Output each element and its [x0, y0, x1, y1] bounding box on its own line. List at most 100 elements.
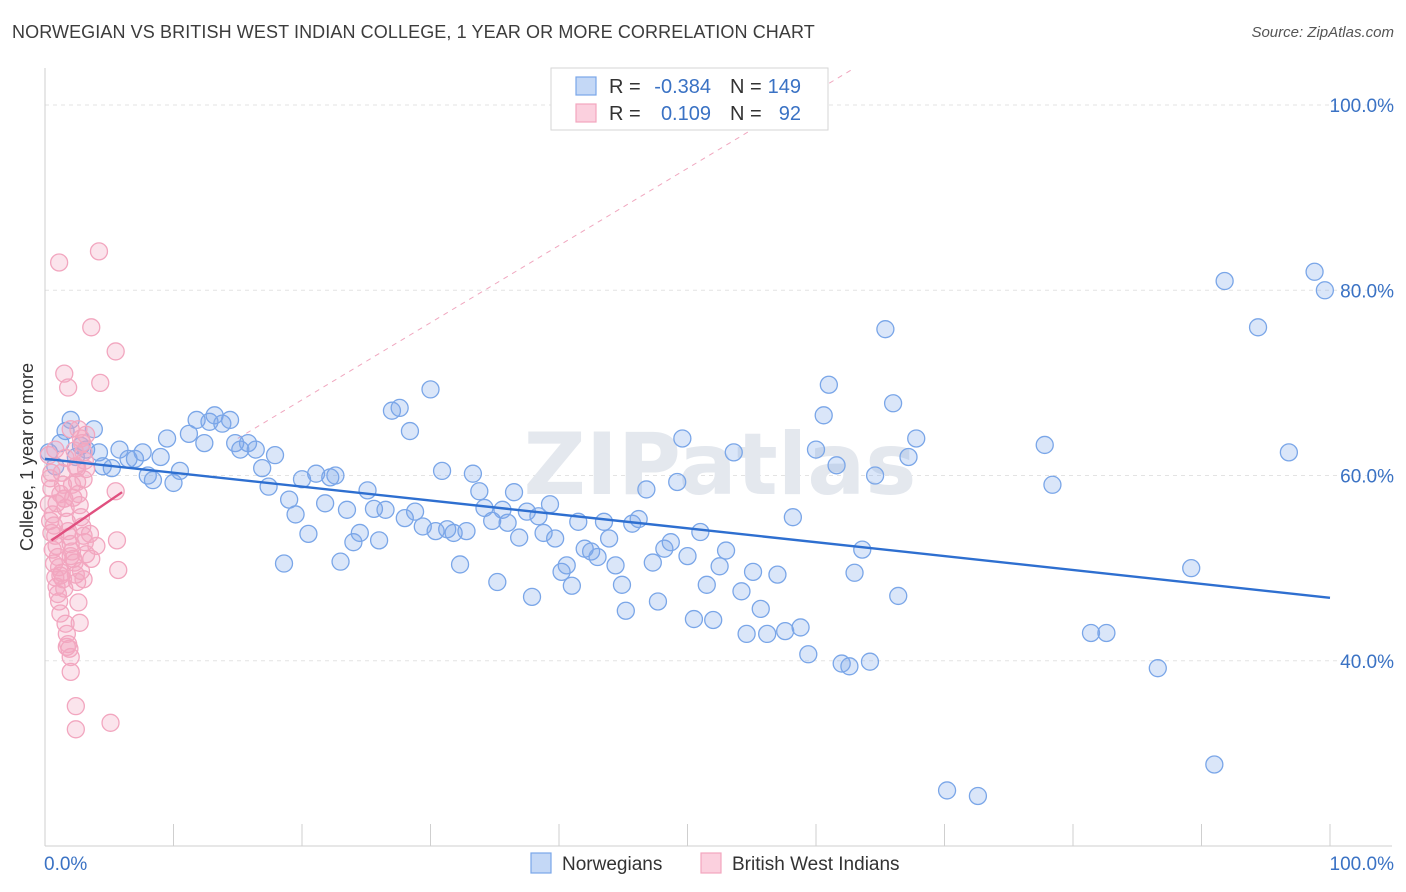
legend-swatch-norwegians: [575, 76, 597, 96]
point-british-west-indian: [61, 647, 80, 667]
point-norwegian: [814, 406, 833, 425]
point-british-west-indian: [58, 378, 78, 397]
chart-title: NORWEGIAN VS BRITISH WEST INDIAN COLLEGE…: [12, 22, 815, 42]
legend-n-value-british-west-indians: 92: [779, 103, 801, 125]
point-norwegian: [253, 458, 272, 478]
point-british-west-indian: [106, 342, 125, 361]
point-norwegian: [143, 471, 163, 490]
point-norwegian: [1205, 755, 1224, 774]
point-norwegian: [1315, 281, 1335, 300]
point-british-west-indian: [44, 554, 64, 573]
point-norwegian: [661, 533, 680, 552]
point-british-west-indian: [107, 531, 127, 550]
point-british-west-indian: [89, 242, 109, 261]
point-norwegian: [133, 443, 152, 462]
bottom-legend-label-british-west-indians: British West Indians: [732, 854, 900, 875]
point-norwegian: [629, 509, 648, 529]
point-norwegian: [557, 556, 576, 575]
point-british-west-indian: [61, 546, 80, 566]
point-norwegian: [195, 433, 214, 453]
point-norwegian: [1097, 623, 1116, 643]
legend-r-label-norwegians: R =: [609, 76, 641, 98]
point-norwegian: [860, 652, 880, 671]
point-british-west-indian: [51, 604, 70, 623]
point-norwegian: [1035, 435, 1054, 455]
point-norwegian: [668, 472, 687, 492]
point-norwegian: [643, 553, 662, 572]
point-norwegian: [151, 447, 170, 467]
point-norwegian: [350, 523, 369, 543]
point-norwegian: [732, 582, 751, 601]
point-norwegian: [791, 618, 810, 637]
watermark: ZIPatlas: [524, 415, 917, 515]
y-tick-label: 60.0%: [1340, 467, 1394, 488]
point-british-west-indian: [74, 570, 93, 589]
series-british-west-indians-points: [39, 242, 128, 739]
point-british-west-indian: [69, 593, 88, 612]
point-norwegian: [326, 466, 345, 485]
point-norwegian: [157, 429, 177, 448]
point-norwegian: [678, 546, 697, 566]
point-norwegian: [315, 494, 335, 513]
point-norwegian: [716, 541, 736, 560]
bottom-legend-swatch-british-west-indians: [700, 852, 722, 874]
point-british-west-indian: [55, 489, 74, 508]
legend-swatch-british-west-indians: [575, 103, 597, 123]
point-norwegian: [562, 576, 581, 595]
point-norwegian: [737, 624, 756, 644]
point-norwegian: [710, 557, 729, 576]
point-norwegian: [889, 586, 908, 606]
point-norwegian: [545, 529, 565, 548]
point-norwegian: [768, 565, 787, 584]
point-norwegian: [522, 587, 542, 607]
point-norwegian: [470, 482, 489, 501]
point-norwegian: [331, 552, 350, 571]
point-norwegian: [102, 458, 121, 478]
point-norwegian: [806, 440, 826, 459]
chart-source: Source: ZipAtlas.com: [1251, 24, 1394, 41]
point-british-west-indian: [66, 696, 85, 716]
point-norwegian: [488, 572, 507, 592]
point-british-west-indian: [71, 508, 91, 527]
point-norwegian: [179, 424, 199, 443]
point-british-west-indian: [91, 373, 110, 393]
point-norwegian: [421, 380, 440, 399]
point-norwegian: [968, 786, 988, 806]
point-norwegian: [827, 456, 846, 475]
point-british-west-indian: [82, 318, 101, 337]
point-british-west-indian: [74, 470, 93, 489]
point-british-west-indian: [43, 540, 62, 559]
bottom-legend: Norwegians British West Indians: [530, 852, 900, 875]
point-british-west-indian: [106, 482, 125, 501]
point-norwegian: [540, 495, 560, 514]
point-british-west-indian: [66, 720, 85, 739]
point-norwegian: [220, 410, 240, 430]
point-norwegian: [457, 521, 476, 541]
point-norwegian: [599, 529, 619, 548]
legend-r-value-norwegians: -0.384: [654, 76, 711, 98]
point-british-west-indian: [74, 526, 93, 545]
trend-line-british-west-indians: [50, 491, 123, 542]
x-tick-label-min: 0.0%: [44, 854, 87, 875]
point-norwegian: [612, 575, 632, 594]
point-norwegian: [170, 461, 190, 481]
point-british-west-indian: [42, 523, 61, 543]
point-norwegian: [776, 621, 795, 641]
legend-n-label-norwegians: N =: [730, 76, 762, 98]
point-british-west-indian: [52, 563, 71, 582]
point-norwegian: [358, 481, 377, 500]
point-norwegian: [783, 508, 803, 527]
point-norwegian: [286, 505, 305, 524]
point-british-west-indian: [49, 253, 69, 272]
point-norwegian: [673, 429, 692, 448]
point-british-west-indian: [101, 713, 120, 732]
point-norwegian: [751, 599, 770, 619]
point-british-west-indian: [76, 425, 96, 444]
point-norwegian: [450, 555, 470, 574]
point-norwegian: [865, 466, 885, 485]
point-norwegian: [299, 524, 318, 544]
point-norwegian: [306, 464, 326, 483]
point-norwegian: [937, 781, 957, 800]
point-norwegian: [616, 601, 635, 620]
x-tick-label-max: 100.0%: [1330, 854, 1395, 875]
